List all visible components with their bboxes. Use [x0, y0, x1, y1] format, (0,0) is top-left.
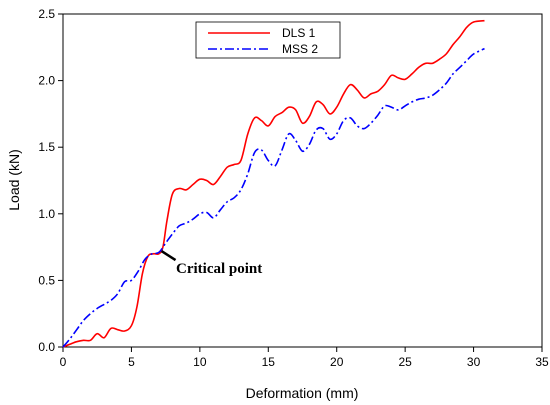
legend-label-dls-1: DLS 1 — [282, 26, 316, 40]
x-axis-title: Deformation (mm) — [246, 385, 359, 401]
y-tick-label: 1.5 — [38, 140, 55, 154]
y-tick-label: 1.0 — [38, 207, 55, 221]
y-tick-label: 2.0 — [38, 74, 55, 88]
x-tick-label: 10 — [193, 355, 207, 369]
series-layer — [62, 19, 485, 348]
x-tick-label: 5 — [128, 355, 135, 369]
x-tick-label: 30 — [467, 355, 481, 369]
legend-label-mss-2: MSS 2 — [282, 42, 318, 56]
series-line-dls-1 — [62, 19, 485, 348]
x-axis: 0 5 10 15 20 25 30 35 — [60, 347, 549, 369]
y-tick-label: 2.5 — [38, 7, 55, 21]
plot-frame — [62, 13, 543, 348]
x-tick-label: 25 — [398, 355, 412, 369]
annotation-label: Critical point — [176, 261, 262, 277]
legend: DLS 1 MSS 2 — [195, 21, 341, 59]
x-tick-label: 35 — [535, 355, 549, 369]
x-tick-label: 20 — [330, 355, 344, 369]
critical-point-annotation: Critical point — [160, 250, 262, 277]
x-tick-label: 0 — [60, 355, 67, 369]
y-tick-label: 0.0 — [38, 340, 55, 354]
y-axis: 0.0 0.5 1.0 1.5 2.0 2.5 — [38, 7, 63, 354]
x-tick-label: 15 — [262, 355, 276, 369]
legend-box — [195, 21, 341, 59]
y-axis-title: Load (kN) — [6, 149, 22, 210]
series-line-mss-2 — [62, 47, 485, 348]
annotation-pointer — [160, 250, 177, 262]
y-tick-label: 0.5 — [38, 273, 55, 287]
